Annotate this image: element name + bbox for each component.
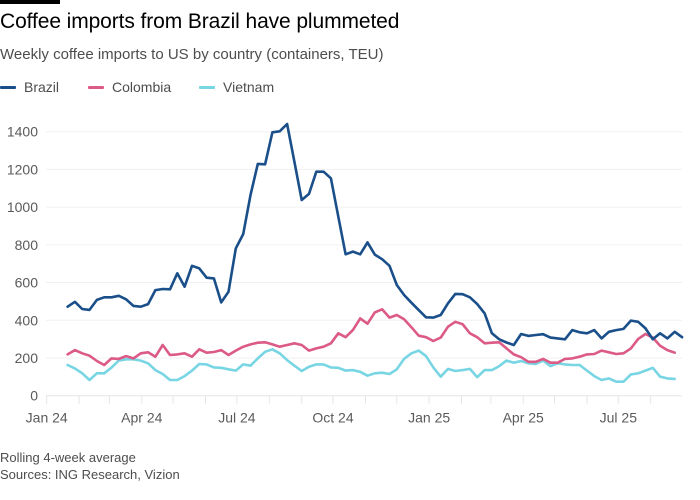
y-tick-label: 1400: [7, 124, 38, 140]
x-tick-label: Jul 25: [600, 410, 638, 426]
legend-label-colombia: Colombia: [112, 79, 172, 95]
series-line-colombia: [66, 308, 677, 367]
legend-item-vietnam: Vietnam: [199, 79, 274, 95]
y-axis: 0 200 400 600 800 1000 1200 1400: [7, 124, 38, 404]
gridlines: [46, 131, 682, 397]
y-tick-label: 1200: [7, 161, 38, 177]
legend-item-colombia: Colombia: [88, 79, 171, 95]
sources: Sources: ING Research, Vizion: [0, 467, 180, 482]
y-tick-label: 800: [15, 237, 39, 253]
x-tick-label: Apr 24: [121, 410, 162, 426]
x-axis: Jan 24 Apr 24 Jul 24 Oct 24 Jan 25 Apr 25 Jul …: [26, 395, 652, 426]
x-tick-label: Apr 25: [503, 410, 544, 426]
series-lines: [66, 122, 684, 384]
chart-title: Coffee imports from Brazil have plummete…: [0, 10, 400, 33]
legend-item-brazil: Brazil: [0, 79, 59, 95]
y-tick-label: 200: [15, 350, 39, 366]
legend-swatch-colombia: [88, 85, 104, 89]
top-accent-bar: [0, 0, 60, 4]
line-chart: 0 200 400 600 800 1000 1200 1400 Jan 24 Apr 24 Ju…: [7, 122, 684, 426]
y-tick-label: 1000: [7, 199, 38, 215]
legend-label-brazil: Brazil: [24, 79, 60, 95]
legend-swatch-brazil: [0, 85, 16, 89]
x-tick-label: Oct 24: [312, 410, 353, 426]
footnote: Rolling 4-week average: [0, 450, 136, 465]
y-tick-label: 400: [15, 312, 39, 328]
chart-subtitle: Weekly coffee imports to US by country (…: [0, 46, 384, 63]
y-tick-label: 0: [30, 388, 38, 404]
legend-swatch-vietnam: [199, 85, 215, 89]
x-tick-label: Jan 24: [26, 410, 68, 426]
x-tick-label: Jan 25: [408, 410, 450, 426]
y-tick-label: 600: [15, 275, 39, 291]
series-line-vietnam: [66, 348, 677, 384]
x-tick-label: Jul 24: [218, 410, 256, 426]
series-line-brazil: [66, 122, 684, 347]
legend-label-vietnam: Vietnam: [223, 79, 275, 95]
